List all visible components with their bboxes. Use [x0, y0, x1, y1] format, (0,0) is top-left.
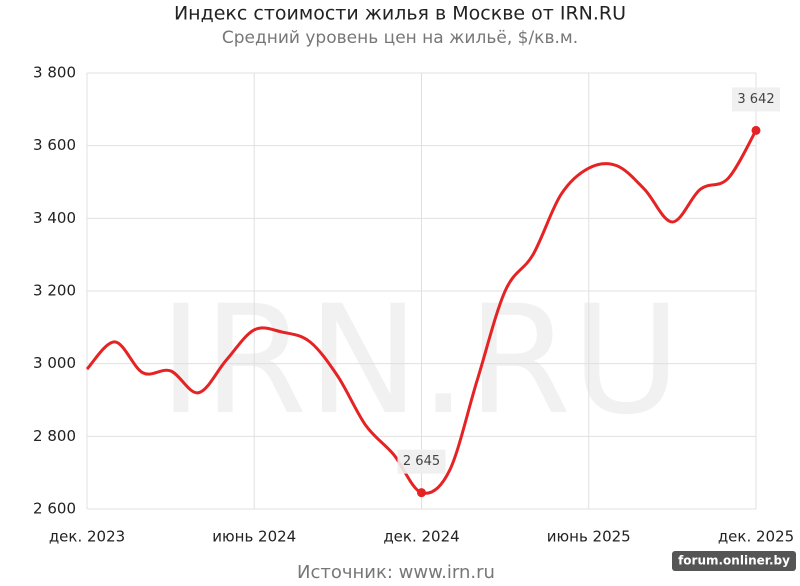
badge-bg: [672, 551, 796, 571]
x-tick-label: июнь 2025: [547, 528, 631, 546]
x-tick-label: июнь 2024: [212, 528, 296, 546]
line: [85, 129, 758, 495]
y-tick-label: 3 800: [33, 64, 76, 82]
y-tick-label: 3 000: [33, 354, 76, 372]
value-label: 2 645: [403, 454, 440, 469]
source: Источник: www.irn.ru: [297, 562, 495, 582]
point: [751, 125, 761, 135]
watermark: IRN.RU: [159, 274, 681, 448]
x-tick-label: дек. 2024: [383, 528, 459, 546]
x-tick-label: дек. 2025: [718, 528, 794, 546]
x-tick-label: дек. 2023: [49, 528, 125, 546]
badge: forum.onliner.by: [678, 554, 790, 568]
label-bg: [397, 449, 446, 474]
label-bg: [732, 87, 780, 112]
value-label: 3 642: [737, 92, 774, 107]
chart-title: Индекс стоимости жилья в Москве от IRN.R…: [174, 3, 626, 25]
y-tick-label: 3 400: [33, 209, 76, 227]
point: [417, 488, 426, 498]
chart-subtitle: Средний уровень цен на жильё, $/кв.м.: [222, 28, 578, 48]
y-tick-label: 3 200: [33, 282, 76, 300]
y-tick-label: 2 800: [33, 427, 76, 445]
y-tick-label: 2 600: [33, 500, 76, 518]
y-tick-label: 3 600: [33, 136, 76, 154]
